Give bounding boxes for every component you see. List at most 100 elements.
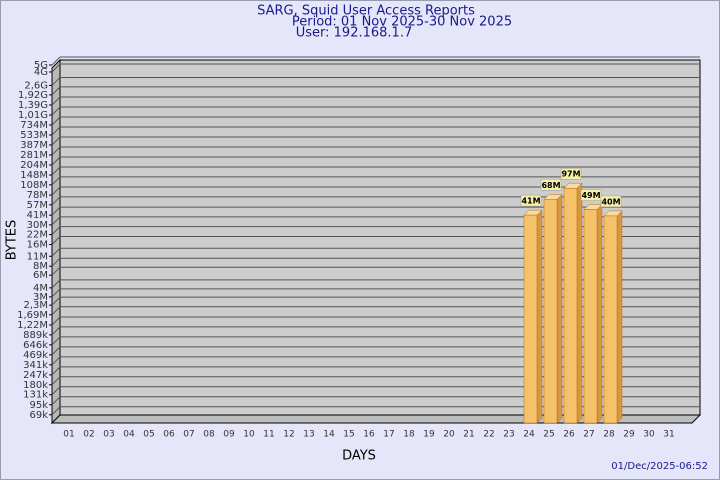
y-tick-label: 204M <box>20 160 48 171</box>
y-axis-label: BYTES <box>5 220 20 261</box>
grid-line <box>51 216 61 226</box>
y-tick-label: 646k <box>23 340 48 351</box>
y-tick-label: 889k <box>23 330 48 341</box>
y-tick-label: 78M <box>27 190 48 201</box>
x-tick-label: 16 <box>363 430 375 440</box>
grid-line <box>51 396 61 406</box>
x-tick-label: 06 <box>163 430 175 440</box>
x-tick-label: 31 <box>663 430 674 440</box>
y-tick-label: 4M <box>33 283 48 294</box>
x-tick-label: 20 <box>443 430 455 440</box>
x-tick-label: 26 <box>563 430 575 440</box>
grid-line <box>51 176 61 186</box>
grid-line <box>51 296 61 306</box>
x-tick-label: 04 <box>123 430 135 440</box>
grid-line <box>51 356 61 366</box>
bar <box>563 187 578 424</box>
grid-line <box>51 386 61 396</box>
period: Period: 01 Nov 2025-30 Nov 2025 <box>292 15 512 30</box>
y-tick-label: 533M <box>20 130 48 141</box>
bar <box>523 214 538 424</box>
y-tick-label: 2,3M <box>23 300 48 311</box>
value-label: 40M <box>601 197 620 206</box>
grid-line <box>51 326 61 336</box>
y-tick-label: 4G <box>34 67 48 78</box>
x-tick-label: 14 <box>323 430 335 440</box>
user: User: 192.168.1.7 <box>296 26 412 41</box>
x-tick-label: 11 <box>263 430 274 440</box>
y-tick-label: 108M <box>20 180 48 191</box>
y-tick-label: 1,22M <box>17 320 48 331</box>
y-tick-label: 41M <box>27 210 48 221</box>
x-tick-label: 29 <box>623 430 635 440</box>
grid-line <box>51 279 61 289</box>
bar-side <box>596 203 603 424</box>
value-label: 97M <box>561 170 580 179</box>
x-tick-label: 22 <box>483 430 494 440</box>
chart-title: SARG, Squid User Access Reports <box>257 4 475 19</box>
grid-line <box>51 206 61 216</box>
x-tick-label: 28 <box>603 430 615 440</box>
x-tick-label: 27 <box>583 430 594 440</box>
bar <box>543 199 558 424</box>
value-label-box <box>520 194 542 207</box>
grid-line <box>51 106 61 116</box>
y-tick-label: 57M <box>27 200 48 211</box>
grid-line <box>51 146 61 156</box>
y-tick-label: 247k <box>23 370 48 381</box>
bar-side <box>556 193 563 424</box>
y-tick-label: 30M <box>27 220 48 231</box>
x-tick-label: 15 <box>343 430 354 440</box>
value-label: 41M <box>521 197 540 206</box>
grid-line <box>51 63 61 73</box>
bar <box>583 209 598 424</box>
y-tick-label: 8M <box>33 261 48 272</box>
grid-line <box>51 136 61 146</box>
x-tick-label: 01 <box>63 430 74 440</box>
x-tick-label: 12 <box>283 430 294 440</box>
grid-line <box>51 116 61 126</box>
grid-line <box>51 236 61 245</box>
bar-side <box>576 182 583 424</box>
grid-line <box>51 156 61 166</box>
value-label-box <box>580 189 602 201</box>
y-tick-label: 11M <box>27 251 48 262</box>
grid-line <box>51 376 61 386</box>
grid-line <box>51 126 61 136</box>
value-label-box <box>540 179 562 191</box>
grid-line <box>51 306 61 316</box>
grid-line <box>51 316 61 326</box>
bar-side <box>536 209 543 424</box>
grid-line <box>51 166 61 176</box>
bar-side <box>616 210 623 424</box>
x-tick-label: 25 <box>543 430 554 440</box>
y-tick-label: 281M <box>20 150 48 161</box>
x-tick-label: 19 <box>423 430 435 440</box>
x-tick-label: 23 <box>503 430 514 440</box>
grid-line <box>51 86 61 96</box>
x-tick-label: 07 <box>183 430 194 440</box>
grid-line <box>51 366 61 376</box>
grid-line <box>51 336 61 346</box>
y-tick-label: 22M <box>27 230 48 241</box>
y-tick-label: 387M <box>20 140 48 151</box>
x-tick-label: 02 <box>83 430 94 440</box>
y-tick-label: 95k <box>29 400 48 411</box>
x-tick-label: 09 <box>223 430 235 440</box>
timestamp: 01/Dec/2025-06:52 <box>611 461 708 472</box>
x-tick-label: 17 <box>383 430 394 440</box>
value-label: 49M <box>581 191 600 200</box>
grid-line <box>51 257 61 267</box>
grid-line <box>51 56 61 66</box>
value-label-box <box>560 167 582 180</box>
floor <box>50 414 702 424</box>
grid-line <box>51 288 61 298</box>
y-tick-label: 1,39G <box>18 100 48 111</box>
grid-line <box>51 226 61 235</box>
grid-line <box>51 77 61 86</box>
x-tick-label: 08 <box>203 430 215 440</box>
value-label: 68M <box>541 181 560 190</box>
x-tick-label: 24 <box>523 430 535 440</box>
y-tick-label: 5G <box>34 60 48 71</box>
